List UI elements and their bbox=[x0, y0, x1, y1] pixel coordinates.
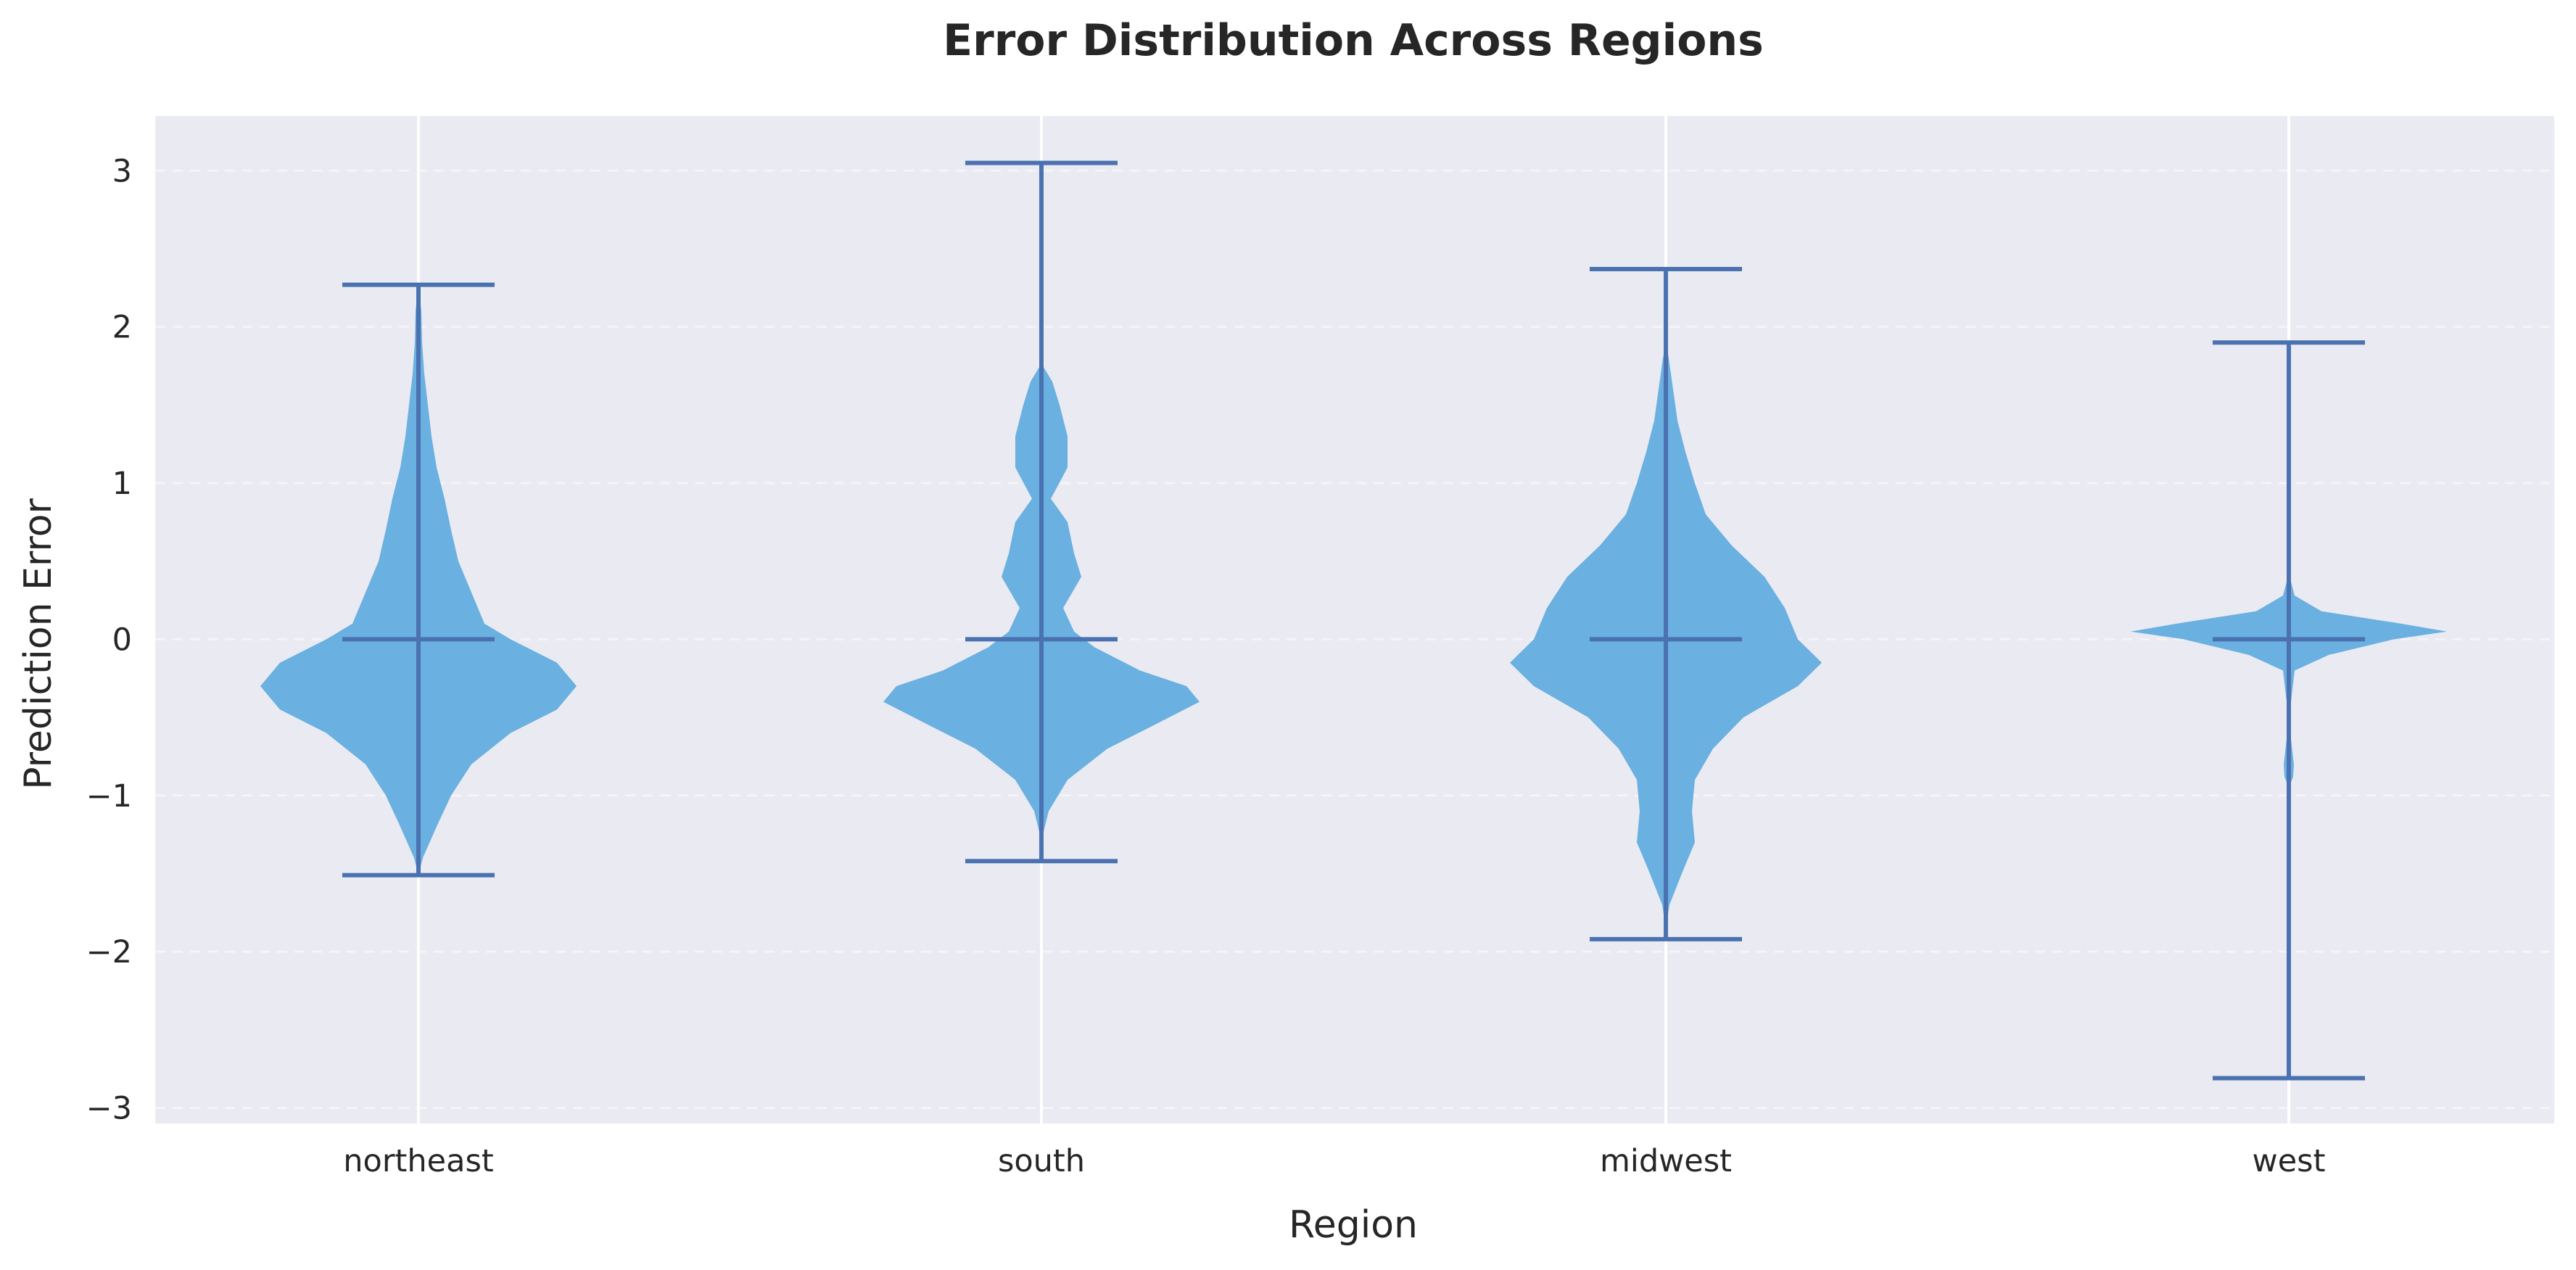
y-axis-label: Prediction Error bbox=[17, 498, 60, 790]
y-tick-label: −3 bbox=[86, 1090, 132, 1126]
chart-title: Error Distribution Across Regions bbox=[943, 15, 1764, 66]
violin-midwest bbox=[1510, 267, 1822, 941]
y-tick-label: −2 bbox=[86, 934, 132, 970]
x-tick-labels: northeast south midwest west bbox=[343, 1143, 2325, 1179]
violins bbox=[260, 160, 2447, 1081]
y-tick-label: 0 bbox=[112, 622, 132, 658]
violin-south bbox=[883, 160, 1200, 864]
plot-area bbox=[155, 116, 2554, 1123]
y-tick-label: 3 bbox=[112, 153, 132, 189]
violin-northeast bbox=[260, 282, 577, 878]
x-axis-label: Region bbox=[1289, 1203, 1418, 1247]
violin-west bbox=[2131, 340, 2447, 1081]
x-tick-label: west bbox=[2253, 1143, 2326, 1179]
x-tick-label: northeast bbox=[343, 1143, 493, 1179]
y-tick-label: −1 bbox=[86, 778, 132, 815]
x-tick-label: south bbox=[998, 1143, 1085, 1179]
y-tick-labels: 3 2 1 0 −1 −2 −3 bbox=[86, 153, 132, 1126]
x-tick-label: midwest bbox=[1600, 1143, 1732, 1179]
y-tick-label: 2 bbox=[112, 310, 132, 346]
y-tick-label: 1 bbox=[112, 466, 132, 502]
